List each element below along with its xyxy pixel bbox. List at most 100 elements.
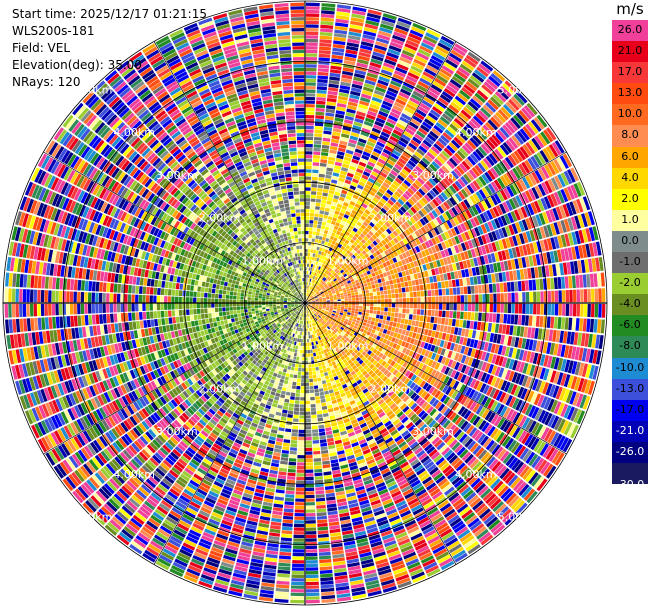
velocity-gate [297, 462, 305, 466]
velocity-gate [350, 230, 356, 236]
velocity-gate [330, 304, 334, 306]
velocity-gate [358, 311, 362, 315]
velocity-gate [343, 60, 356, 66]
velocity-gate [412, 182, 420, 190]
velocity-gate [312, 349, 316, 353]
velocity-gate [295, 494, 305, 499]
velocity-gate [323, 130, 332, 135]
velocity-gate [433, 143, 443, 152]
velocity-gate [434, 310, 439, 317]
velocity-gate [305, 183, 311, 188]
velocity-gate [305, 238, 309, 242]
velocity-gate [319, 255, 323, 259]
velocity-gate [381, 65, 394, 73]
velocity-gate [424, 169, 433, 178]
velocity-gate [326, 167, 334, 172]
velocity-gate [339, 253, 344, 258]
velocity-gate [313, 381, 318, 386]
velocity-gate [504, 293, 508, 303]
velocity-gate [469, 98, 482, 109]
velocity-gate [306, 274, 308, 278]
velocity-gate [376, 178, 384, 185]
velocity-gate [292, 552, 305, 557]
velocity-gate [412, 285, 417, 292]
velocity-gate [305, 538, 317, 542]
velocity-gate [316, 257, 320, 262]
velocity-gate [399, 56, 412, 65]
velocity-gate [403, 179, 412, 187]
velocity-gate [356, 317, 361, 321]
velocity-gate [334, 165, 342, 170]
velocity-gate [424, 154, 433, 163]
velocity-gate [370, 321, 375, 326]
velocity-gate [319, 569, 333, 574]
velocity-gate [322, 236, 326, 241]
velocity-gate [321, 148, 329, 153]
velocity-gate [326, 300, 330, 302]
velocity-gate [557, 317, 562, 330]
velocity-gate [514, 303, 519, 314]
velocity-gate [371, 219, 378, 225]
velocity-gate [494, 273, 500, 283]
velocity-gate [474, 285, 479, 294]
velocity-gate [560, 317, 566, 330]
velocity-gate [496, 303, 501, 313]
velocity-gate [305, 209, 310, 213]
velocity-gate [598, 303, 602, 318]
velocity-gate [521, 315, 526, 326]
velocity-gate [394, 70, 406, 78]
velocity-gate [311, 345, 315, 350]
velocity-gate [379, 107, 390, 115]
velocity-gate [413, 273, 418, 280]
velocity-gate [593, 319, 598, 333]
velocity-gate [365, 323, 371, 328]
velocity-gate [359, 297, 363, 300]
velocity-gate [305, 567, 319, 571]
velocity-gate [366, 12, 381, 20]
velocity-gate [419, 77, 431, 87]
velocity-gate [390, 289, 395, 294]
velocity-gate [317, 414, 323, 418]
velocity-gate [313, 140, 322, 145]
velocity-gate [316, 410, 323, 415]
velocity-gate [364, 184, 372, 190]
velocity-gate [351, 13, 366, 20]
velocity-gate [470, 118, 481, 129]
velocity-gate [400, 318, 405, 324]
velocity-gate [305, 379, 309, 383]
velocity-gate [391, 132, 401, 140]
velocity-gate [387, 325, 393, 331]
velocity-gate [330, 243, 335, 249]
velocity-gate [305, 400, 310, 405]
velocity-gate [432, 275, 437, 283]
velocity-gate [376, 291, 381, 296]
velocity-gate [381, 151, 390, 159]
velocity-gate [333, 33, 347, 38]
velocity-gate [481, 284, 486, 294]
velocity-gate [331, 138, 340, 144]
velocity-gate [320, 442, 328, 447]
velocity-gate [321, 196, 328, 201]
velocity-gate [398, 288, 402, 293]
velocity-gate [460, 286, 464, 295]
velocity-gate [318, 57, 330, 62]
velocity-gate [311, 267, 315, 272]
velocity-gate [326, 304, 330, 306]
velocity-gate [437, 97, 449, 107]
velocity-gate [357, 196, 365, 203]
velocity-gate [320, 398, 326, 403]
velocity-gate [392, 149, 402, 157]
velocity-gate [309, 389, 315, 394]
velocity-gate [387, 307, 392, 312]
velocity-gate [388, 114, 399, 122]
velocity-gate [418, 321, 423, 328]
velocity-gate [296, 480, 305, 484]
velocity-gate [392, 322, 397, 327]
velocity-gate [489, 293, 494, 303]
velocity-gate [590, 303, 595, 318]
velocity-gate [310, 205, 315, 210]
velocity-gate [323, 372, 329, 377]
velocity-gate [487, 274, 492, 284]
velocity-gate [321, 199, 327, 204]
velocity-gate [384, 307, 388, 312]
